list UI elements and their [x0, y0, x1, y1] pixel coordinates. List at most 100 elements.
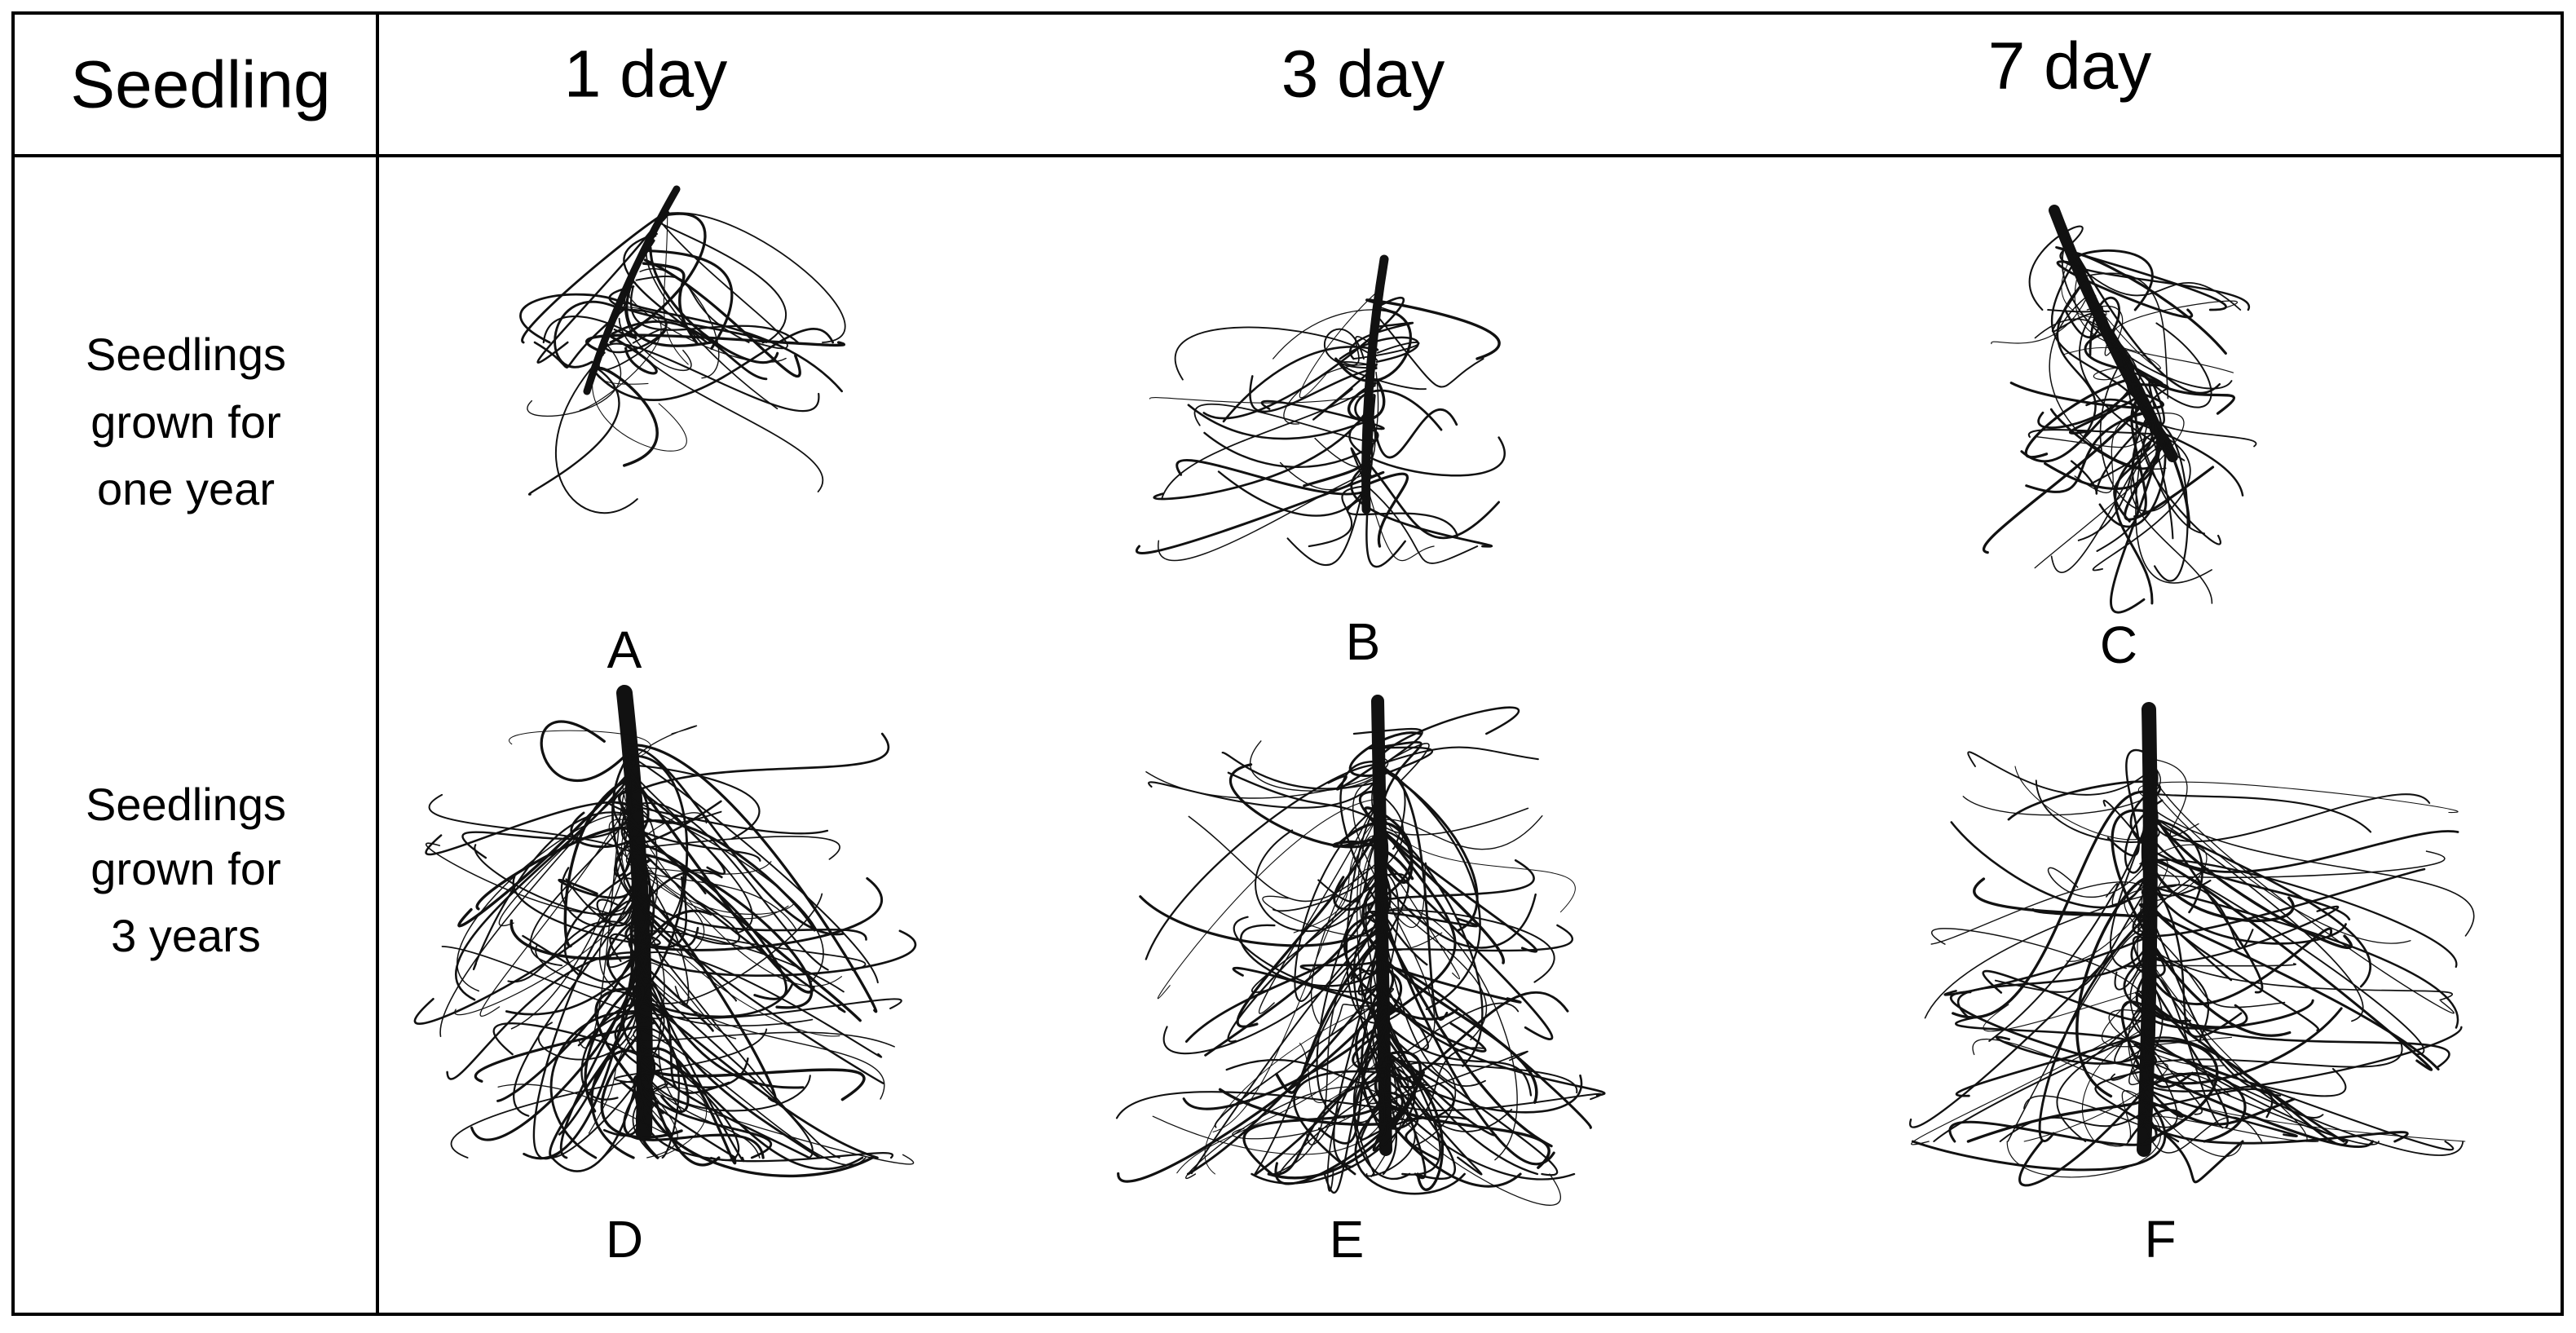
- root: [585, 809, 658, 916]
- root: [2133, 1043, 2455, 1151]
- root: [1117, 965, 1395, 1183]
- root: [1299, 286, 1383, 399]
- root: [2049, 290, 2167, 470]
- root: [1381, 964, 1606, 1097]
- root: [1258, 788, 1380, 1014]
- root: [549, 982, 645, 1159]
- root: [608, 819, 789, 919]
- root: [1379, 815, 1543, 850]
- root: [1293, 1070, 1386, 1176]
- root: [439, 778, 629, 1037]
- root: [625, 748, 845, 936]
- root: [1203, 429, 1379, 468]
- root: [2014, 766, 2159, 841]
- root: [1374, 811, 1486, 1087]
- root: [1272, 792, 1405, 912]
- root: [1188, 815, 1382, 903]
- root: [1962, 760, 2161, 816]
- root: [2128, 1036, 2232, 1097]
- root: [474, 1021, 657, 1083]
- root: [2025, 410, 2152, 493]
- root: [1999, 1110, 2146, 1142]
- root: [1227, 771, 1381, 823]
- root: [647, 249, 734, 351]
- row-label: Seedlings: [86, 779, 286, 830]
- root: [1145, 764, 1380, 960]
- root: [1380, 862, 1427, 929]
- root: [622, 777, 842, 987]
- root: [638, 1026, 681, 1159]
- root: [1268, 1077, 1386, 1176]
- root: [637, 1002, 879, 1159]
- root: [560, 855, 636, 928]
- root: [505, 951, 637, 1016]
- root: [642, 1098, 894, 1163]
- root: [618, 790, 862, 1022]
- row-label: grown for: [90, 396, 280, 448]
- root: [1294, 804, 1381, 1002]
- root: [2101, 987, 2233, 1048]
- root: [2082, 1028, 2152, 1142]
- root: [2050, 256, 2151, 416]
- root: [1157, 798, 1380, 1000]
- root: [1221, 751, 1380, 790]
- root: [2056, 960, 2150, 1142]
- root: [1379, 897, 1555, 1166]
- root: [461, 790, 633, 859]
- root: [629, 801, 829, 971]
- root: [2143, 1007, 2343, 1085]
- root: [2035, 779, 2160, 843]
- root: [1382, 1020, 1497, 1137]
- root: [1161, 385, 1376, 501]
- root: [542, 316, 637, 344]
- root: [2099, 355, 2172, 512]
- root: [1149, 393, 1375, 404]
- root: [1950, 991, 2157, 1068]
- root: [646, 235, 779, 410]
- root: [619, 1080, 737, 1159]
- root: [2146, 884, 2254, 949]
- root: [1346, 802, 1401, 1024]
- root: [529, 814, 631, 967]
- root: [2064, 306, 2104, 338]
- root: [2092, 435, 2191, 572]
- root: [660, 222, 788, 350]
- root: [2128, 999, 2243, 1157]
- root: [2028, 225, 2084, 311]
- root: [2131, 1053, 2380, 1145]
- root: [2146, 926, 2286, 1009]
- root: [611, 320, 768, 381]
- root: [457, 773, 630, 928]
- root: [1202, 297, 1405, 420]
- root: [540, 720, 629, 783]
- root: [639, 1050, 811, 1112]
- root: [594, 366, 659, 467]
- root: [602, 308, 668, 354]
- root: [509, 730, 651, 762]
- root: [2135, 410, 2212, 584]
- root: [1354, 1101, 1466, 1195]
- root: [2145, 951, 2324, 1119]
- root: [513, 878, 635, 1117]
- root: [1135, 470, 1385, 554]
- root: [629, 825, 761, 862]
- root: [1383, 1065, 1583, 1114]
- header-cell: Seedling: [70, 48, 330, 122]
- root: [632, 889, 712, 939]
- root: [1366, 1050, 1528, 1105]
- root: [1339, 761, 1428, 966]
- root: [1361, 1079, 1387, 1136]
- root: [1317, 1003, 1385, 1145]
- root: [554, 300, 624, 369]
- root: [649, 246, 779, 364]
- root: [2146, 857, 2433, 1071]
- root: [2146, 813, 2371, 988]
- root: [1352, 1030, 1388, 1070]
- root: [633, 922, 840, 1159]
- root: [470, 957, 638, 1141]
- root: [1384, 1047, 1486, 1121]
- root: [1350, 461, 1493, 548]
- root: [1378, 823, 1457, 1016]
- root: [1308, 485, 1370, 548]
- root: [2070, 415, 2155, 495]
